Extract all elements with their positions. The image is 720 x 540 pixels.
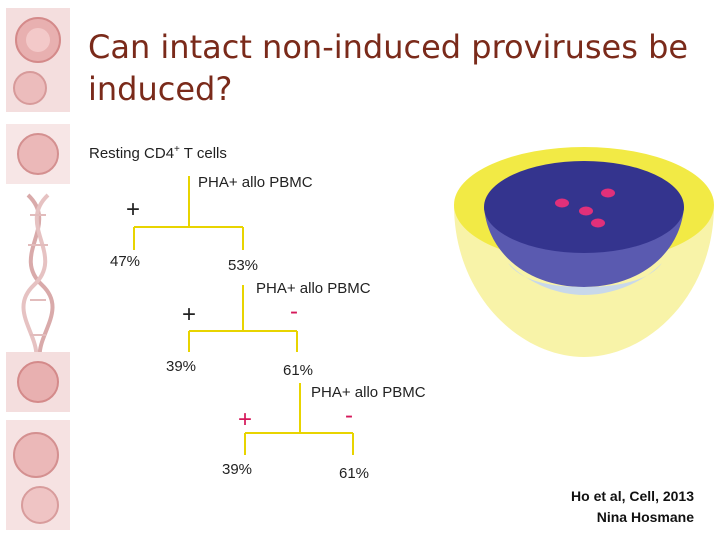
stim-label-2: PHA+ allo PBMC	[256, 280, 371, 297]
percent-minus-3: 61%	[339, 465, 370, 482]
percent-plus-1: 47%	[110, 253, 141, 270]
cell-dot-3	[579, 206, 593, 216]
virus-image-2	[6, 124, 70, 184]
cell-label-text: Resting CD4	[89, 145, 175, 162]
cell-dot-1	[555, 198, 569, 208]
plus-sign-1: +	[126, 196, 141, 223]
virus-image-1	[6, 8, 70, 112]
citation: Ho et al, Cell, 2013 Nina Hosmane	[571, 486, 694, 528]
cell-dot-2	[601, 188, 615, 198]
stim-label-1: PHA+ allo PBMC	[198, 174, 313, 191]
percent-plus-2: 39%	[166, 358, 197, 375]
minus-sign-3: -	[345, 402, 353, 429]
percent-minus-1: 53%	[228, 257, 259, 274]
cell-label-superscript: +	[174, 144, 180, 155]
cell-dot-4	[591, 218, 605, 228]
cell-label-suffix: T cells	[179, 145, 227, 162]
dna-helix-image	[21, 193, 55, 377]
percent-minus-2: 61%	[283, 362, 314, 379]
stim-label-3: PHA+ allo PBMC	[311, 384, 426, 401]
well-medium-bottom	[508, 263, 662, 295]
plus-sign-2: +	[182, 301, 197, 328]
minus-sign-2: -	[290, 298, 298, 325]
sidebar-decoration	[0, 0, 80, 540]
culture-well-illustration	[454, 147, 714, 357]
plus-sign-3: +	[238, 406, 253, 433]
slide-title: Can intact non-induced proviruses be ind…	[88, 28, 689, 108]
percent-plus-3: 39%	[222, 461, 253, 478]
citation-author: Nina Hosmane	[596, 509, 694, 525]
resting-cd4-label: Resting CD4+ T cells	[89, 144, 227, 162]
virus-image-4	[6, 420, 70, 530]
cell-dots	[555, 188, 615, 228]
virus-image-3	[6, 352, 70, 412]
citation-reference: Ho et al, Cell, 2013	[571, 488, 694, 504]
